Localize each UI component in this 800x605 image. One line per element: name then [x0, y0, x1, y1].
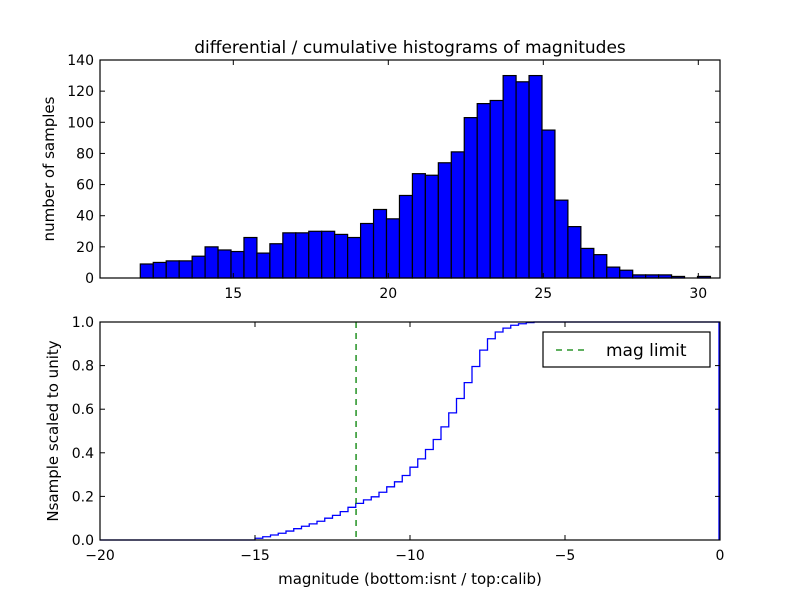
histogram-bar — [217, 249, 232, 279]
histogram-bar — [411, 173, 426, 279]
histogram-bar — [282, 232, 297, 279]
histogram-bar — [178, 260, 193, 279]
bottom-y-axis-label: Nsample scaled to unity — [44, 340, 62, 521]
histogram-bar — [593, 254, 608, 279]
histogram-bar — [321, 230, 336, 279]
bottom-x-tick-label: −10 — [395, 548, 425, 564]
top-y-tick-label: 60 — [76, 178, 94, 194]
top-x-tick-label: 30 — [689, 286, 707, 302]
histogram-bar — [139, 263, 154, 279]
histogram-bar — [450, 151, 465, 279]
top-x-tick-label: 25 — [534, 286, 552, 302]
chart-title: differential / cumulative histograms of … — [194, 38, 626, 58]
histogram-bar — [541, 129, 556, 279]
bottom-y-tick-label: 0.6 — [72, 402, 94, 418]
top-y-tick-label: 40 — [76, 209, 94, 225]
histogram-bar — [295, 232, 310, 279]
histogram-bar — [554, 199, 569, 279]
top-y-tick-label: 20 — [76, 240, 94, 256]
top-y-tick-label: 0 — [85, 271, 94, 287]
histogram-bar — [580, 247, 595, 279]
cumulative-step-line — [100, 321, 720, 541]
histogram-bar — [515, 81, 530, 279]
histogram-bar — [606, 266, 621, 279]
legend-label: mag limit — [606, 341, 687, 361]
histogram-bar — [567, 226, 582, 279]
histogram-bar — [269, 243, 284, 279]
histogram-bar — [619, 269, 634, 279]
histogram-bar — [308, 230, 323, 279]
histogram-bar — [463, 117, 478, 279]
top-x-tick-label: 20 — [379, 286, 397, 302]
legend: mag limit — [542, 331, 711, 368]
histogram-bar — [256, 252, 271, 279]
histogram-bar — [152, 261, 167, 279]
bottom-x-tick-label: −15 — [240, 548, 270, 564]
bottom-y-tick-label: 0.4 — [72, 446, 94, 462]
histogram-bar — [165, 260, 180, 279]
histogram-bar — [502, 74, 517, 279]
histogram-bar — [243, 236, 258, 279]
histogram-bar — [359, 222, 375, 279]
histogram-bar — [334, 233, 349, 279]
histogram-bar — [489, 99, 504, 279]
bottom-y-tick-label: 0.8 — [72, 359, 94, 375]
top-plot-frame — [99, 59, 721, 279]
bottom-x-tick-label: −5 — [555, 548, 576, 564]
bottom-x-axis-label: magnitude (bottom:isnt / top:calib) — [278, 570, 542, 588]
histogram-bar — [204, 246, 219, 279]
top-y-tick-label: 100 — [67, 115, 94, 131]
top-x-tick-label: 15 — [224, 286, 242, 302]
histogram-bar — [372, 208, 388, 279]
histogram-bar — [476, 102, 491, 279]
histogram-bar — [398, 194, 414, 279]
histogram-bar — [528, 74, 543, 279]
bottom-x-tick-label: −20 — [85, 548, 115, 564]
top-y-axis-label: number of samples — [40, 96, 58, 241]
histogram-bar — [347, 236, 362, 279]
top-y-tick-label: 80 — [76, 146, 94, 162]
bottom-y-tick-label: 0.0 — [72, 533, 94, 549]
bottom-x-tick-label: 0 — [716, 548, 725, 564]
histogram-bar — [424, 174, 439, 279]
histogram-bar — [191, 255, 206, 279]
histogram-bar — [385, 218, 401, 279]
histogram-bar — [437, 162, 452, 279]
bottom-y-tick-label: 1.0 — [72, 315, 94, 331]
top-y-tick-label: 120 — [67, 84, 94, 100]
top-y-tick-label: 140 — [67, 53, 94, 69]
bottom-y-tick-label: 0.2 — [72, 489, 94, 505]
